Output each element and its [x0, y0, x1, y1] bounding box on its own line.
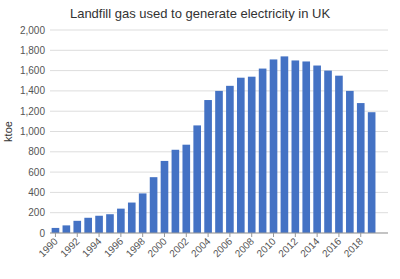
y-tick-label: 200: [28, 207, 45, 218]
x-tick: [338, 233, 339, 237]
bar: [52, 228, 60, 233]
bar: [172, 150, 180, 233]
x-tick: [99, 233, 100, 237]
x-tick: [360, 233, 361, 237]
x-tick: [120, 233, 121, 237]
y-tick-label: 400: [28, 187, 45, 198]
x-tick-label: 2002: [167, 235, 191, 259]
bar: [281, 56, 289, 233]
y-axis-label: ktoe: [2, 121, 14, 142]
y-tick-label: 1,000: [20, 126, 45, 137]
grid-line: [50, 233, 388, 234]
grid-line: [50, 70, 388, 71]
bar: [73, 221, 81, 233]
x-tick-label: 1998: [124, 235, 148, 259]
x-tick: [208, 233, 209, 237]
bar: [193, 125, 201, 233]
y-tick-label: 1,200: [20, 106, 45, 117]
x-tick-label: 1990: [36, 235, 60, 259]
bar: [63, 225, 71, 233]
x-tick: [142, 233, 143, 237]
bar: [259, 69, 267, 233]
x-tick-label: 2012: [276, 235, 300, 259]
grid-line: [50, 30, 388, 31]
x-axis-line: [50, 233, 388, 234]
bar: [270, 59, 278, 233]
x-tick-label: 1996: [102, 235, 126, 259]
bar: [117, 209, 125, 233]
bar: [346, 91, 354, 233]
y-grid: [50, 30, 388, 233]
bar: [237, 78, 245, 233]
bar: [324, 71, 332, 233]
x-tick-label: 2000: [145, 235, 169, 259]
y-tick-label: 0: [39, 228, 45, 239]
bar: [357, 103, 365, 233]
x-tick: [295, 233, 296, 237]
x-tick-label: 2014: [298, 235, 322, 259]
bar: [313, 66, 321, 233]
x-tick: [273, 233, 274, 237]
x-tick-label: 2004: [189, 235, 213, 259]
x-tick-label: 2010: [254, 235, 278, 259]
title: Landfill gas used to generate electricit…: [70, 6, 330, 21]
bar: [335, 76, 343, 233]
x-tick: [55, 233, 56, 237]
chart: Landfill gas used to generate electricit…: [0, 0, 400, 279]
x-tick-label: 2008: [233, 235, 257, 259]
y-tick-label: 2,000: [20, 25, 45, 36]
x-tick-label: 2006: [211, 235, 235, 259]
bar: [84, 218, 92, 233]
bar: [106, 214, 114, 233]
y-tick-label: 800: [28, 146, 45, 157]
bar: [161, 161, 169, 233]
bar: [226, 86, 234, 233]
y-tick-label: 1,800: [20, 45, 45, 56]
x-tick-label: 2016: [320, 235, 344, 259]
bar: [302, 61, 310, 233]
y-tick-label: 1,600: [20, 65, 45, 76]
y-tick-label: 600: [28, 167, 45, 178]
bar: [248, 77, 256, 233]
y-tick-labels: 0 200 400 600 800 1,000 1,200 1,400 1,600 1,800 2,…: [20, 25, 45, 239]
bar: [139, 193, 147, 233]
bars: [52, 56, 376, 233]
bar: [95, 216, 103, 233]
x-tick-label: 1992: [58, 235, 82, 259]
bar: [215, 91, 223, 233]
x-tick-label: 2018: [342, 235, 366, 259]
bar: [150, 177, 158, 233]
x-tick-label: 1994: [80, 235, 104, 259]
x-ticks: 1990199219941996199820002002200420062008…: [36, 233, 365, 259]
y-tick-label: 1,400: [20, 85, 45, 96]
bar: [292, 60, 300, 233]
grid-line: [50, 50, 388, 51]
x-tick: [186, 233, 187, 237]
x-tick: [164, 233, 165, 237]
bar: [368, 112, 376, 233]
x-tick: [77, 233, 78, 237]
bar: [204, 100, 212, 233]
x-tick: [229, 233, 230, 237]
x-tick: [251, 233, 252, 237]
bar: [182, 145, 190, 233]
x-tick: [317, 233, 318, 237]
bar: [128, 203, 136, 233]
